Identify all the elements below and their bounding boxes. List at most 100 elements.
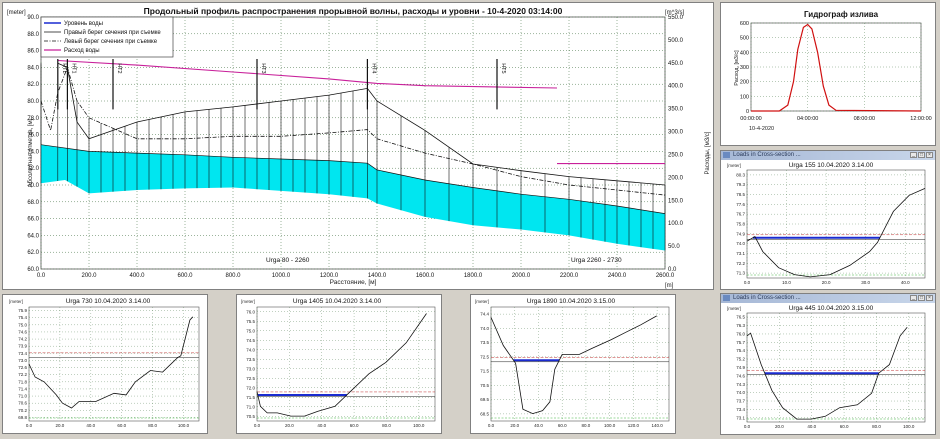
x-tick-label: 2200.0	[560, 273, 579, 279]
section-445-title: Urga 445 10.04.2020 3.15.00	[789, 305, 874, 312]
section-y-tick: 73.5	[480, 340, 489, 345]
section-x-tick: 80.0	[148, 423, 157, 428]
y-tick-label: 90.0	[27, 15, 39, 21]
section-profile-line	[746, 188, 926, 278]
hydro-y-tick: 400	[740, 50, 749, 56]
hydro-x-tick: 00:00:00	[740, 116, 761, 122]
section-445-titlebar[interactable]: Loads in Cross-section ... _ □ ×	[721, 294, 935, 303]
section-x-tick: 40.0	[807, 424, 816, 429]
section-y-tick: 76.0	[736, 331, 745, 336]
hydro-y-tick: 300	[740, 65, 749, 71]
section-y-tick: 72.6	[18, 365, 27, 370]
y2-tick-label: 150.0	[668, 198, 684, 204]
section-155-window-title: Loads in Cross-section ...	[733, 152, 801, 158]
section-445-window-title: Loads in Cross-section ...	[733, 295, 801, 301]
legend-right-bank: Правый берег сечения при съемке	[64, 29, 161, 36]
section-1890-title: Urga 1890 10.04.2020 3.15.00	[527, 298, 616, 305]
section-y-tick: 70.5	[246, 414, 255, 419]
y2-tick-label: 250.0	[668, 152, 684, 158]
y-tick-label: 74.0	[27, 149, 39, 155]
section-x-tick: 20.0	[822, 280, 831, 285]
section-x-tick: 30.0	[861, 280, 870, 285]
section-1405-unit: [meter]	[241, 299, 255, 304]
section-1890-window: Urga 1890 10.04.2020 3.15.00 [meter] 74.…	[470, 294, 676, 434]
legend-flow: Расход воды	[64, 48, 100, 54]
hydrograph-ylabel: Расход, [м3/с]	[734, 50, 740, 86]
section-plot-area	[746, 312, 926, 423]
section-y-tick: 74.9	[736, 231, 745, 236]
x-tick-label: 600.0	[177, 273, 193, 279]
section-y-tick: 73.9	[18, 344, 27, 349]
section-1890-unit: [meter]	[475, 299, 489, 304]
y-tick-label: 66.0	[27, 217, 39, 223]
section-y-tick: 71.3	[736, 271, 745, 276]
y2-tick-label: 500.0	[668, 38, 684, 44]
y-tick-label: 88.0	[27, 32, 39, 38]
section-y-tick: 74.2	[18, 337, 27, 342]
station-label: HT4	[370, 63, 376, 73]
section-y-tick: 72.2	[18, 372, 27, 377]
section-y-tick: 71.0	[246, 404, 255, 409]
section-x-tick: 0.0	[254, 423, 261, 428]
section-155-titlebar[interactable]: Loads in Cross-section ... _ □ ×	[721, 151, 935, 160]
minimize-button[interactable]: _	[910, 152, 917, 158]
y-left-label: Абсолютная отметка, [м]	[28, 118, 34, 187]
section-y-tick: 73.1	[736, 251, 745, 256]
hydrograph-chart: Гидрограф излива Расход, [м3/с] 10-4-202…	[734, 10, 932, 132]
window-icon	[723, 295, 730, 301]
hydro-x-tick: 12:00:00	[910, 116, 931, 122]
y-tick-label: 82.0	[27, 82, 39, 88]
section-x-tick: 0.0	[744, 280, 751, 285]
maximize-button[interactable]: □	[918, 295, 925, 301]
y-right-label: Расходы, [м3/с]	[705, 131, 711, 174]
x-tick-label: 0.0	[37, 273, 46, 279]
section-plot-area	[746, 169, 926, 279]
x-tick-label: 800.0	[225, 273, 241, 279]
section-730-title: Urga 730 10.04.2020 3.14.00	[66, 298, 151, 305]
section-y-tick: 76.5	[736, 315, 745, 320]
section-x-tick: 0.0	[744, 424, 751, 429]
section-profile-line	[490, 315, 657, 415]
x-tick-label: 1400.0	[368, 273, 387, 279]
y-tick-label: 70.0	[27, 183, 39, 189]
hydro-x-tick: 08:00:00	[854, 116, 875, 122]
section-y-tick: 76.3	[736, 323, 745, 328]
y2-tick-label: 100.0	[668, 221, 684, 227]
hydrograph-window: Гидрограф излива Расход, [м3/с] 10-4-202…	[720, 2, 936, 146]
section-y-tick: 74.5	[246, 338, 255, 343]
section-y-tick: 73.4	[18, 351, 27, 356]
y-tick-label: 62.0	[27, 250, 39, 256]
section-y-tick: 75.8	[736, 222, 745, 227]
section-155-unit: [meter]	[727, 163, 741, 168]
section-y-tick: 74.6	[18, 329, 27, 334]
y2-tick-label: 450.0	[668, 61, 684, 67]
x-tick-label: 2600.0	[656, 273, 675, 279]
station-label: HT2	[116, 63, 122, 73]
section-label-1: Urga 80 - 2260	[266, 257, 310, 264]
section-x-tick: 140.0	[652, 423, 664, 428]
minimize-button[interactable]: _	[910, 295, 917, 301]
section-y-tick: 71.5	[246, 395, 255, 400]
hydro-y-tick: 100	[740, 94, 749, 100]
legend-left-bank: Левый берег сечения при съемке	[64, 38, 158, 45]
flow-line	[57, 59, 558, 89]
section-y-tick: 68.5	[480, 411, 489, 416]
y-tick-label: 68.0	[27, 200, 39, 206]
section-y-tick: 79.3	[736, 182, 745, 187]
x-tick-label: 1000.0	[272, 273, 291, 279]
close-button[interactable]: ×	[926, 295, 933, 301]
close-button[interactable]: ×	[926, 152, 933, 158]
section-y-tick: 70.2	[18, 408, 27, 413]
section-y-tick: 71.0	[18, 394, 27, 399]
section-x-tick: 20.0	[285, 423, 294, 428]
section-155-chart: Urga 155 10.04.2020 3.14.00 [meter] 80.3…	[721, 160, 935, 289]
y-tick-label: 64.0	[27, 233, 39, 239]
maximize-button[interactable]: □	[918, 152, 925, 158]
y2-tick-label: 50.0	[668, 244, 680, 250]
station-label: HT5	[500, 63, 506, 73]
section-y-tick: 73.0	[18, 358, 27, 363]
section-y-tick: 74.0	[246, 347, 255, 352]
section-x-tick: 60.0	[350, 423, 359, 428]
section-y-tick: 80.3	[736, 172, 745, 177]
section-y-tick: 73.1	[736, 415, 745, 420]
